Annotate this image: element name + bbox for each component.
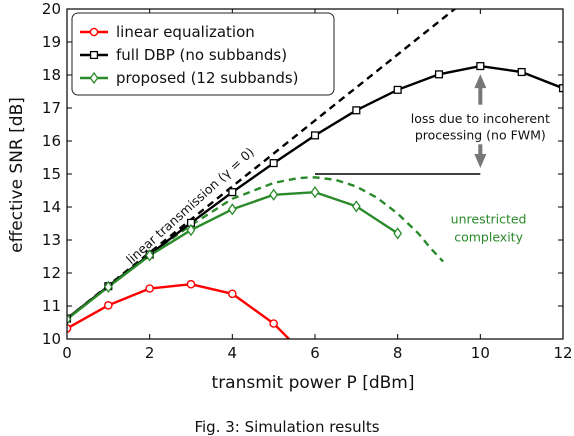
axes-layer: 0 2 4 6 8 10 12 10 11 12 13 14 15 16 17 18 19 20 bbox=[42, 0, 573, 362]
x-tick-label-4: 4 bbox=[228, 344, 238, 362]
figure-caption: Fig. 3: Simulation results bbox=[194, 418, 380, 436]
x-tick-label-2: 2 bbox=[145, 344, 155, 362]
y-tick-label-20: 20 bbox=[42, 0, 61, 18]
loss-annotation-bg bbox=[414, 109, 547, 145]
legend-marker-0 bbox=[89, 27, 99, 37]
series-line-0 bbox=[67, 282, 291, 339]
legend-label-proposed: proposed (12 subbands) bbox=[116, 69, 299, 87]
data-point-series-1-11 bbox=[517, 67, 526, 77]
data-point-series-1-7 bbox=[352, 106, 361, 115]
data-point-series-2-3 bbox=[186, 223, 196, 237]
y-tick-label-16: 16 bbox=[42, 132, 61, 150]
data-point-series-2-1 bbox=[103, 280, 113, 293]
y-tick-label-14: 14 bbox=[42, 198, 61, 216]
annotation-loss-line-1: loss due to incoherent bbox=[411, 111, 550, 126]
annotation-linear-transmission: linear transmission (γ = 0) bbox=[123, 144, 257, 267]
data-point-series-0-3 bbox=[186, 279, 196, 289]
data-point-series-2-7 bbox=[351, 200, 361, 213]
y-tick-label-19: 19 bbox=[42, 33, 61, 51]
data-point-series-0-4 bbox=[228, 289, 237, 299]
data-point-series-2-0 bbox=[67, 313, 72, 326]
legend-label-linear-equalization: linear equalization bbox=[116, 23, 255, 41]
data-point-series-0-1 bbox=[104, 301, 113, 310]
y-tick-label-18: 18 bbox=[42, 66, 61, 84]
data-point-series-1-4 bbox=[228, 188, 237, 197]
y-tick-label-13: 13 bbox=[42, 231, 61, 249]
markers-layer bbox=[67, 62, 563, 333]
y-tick-label-11: 11 bbox=[42, 297, 61, 315]
data-point-series-0-2 bbox=[145, 284, 154, 293]
data-point-series-1-6 bbox=[310, 131, 320, 140]
annotation-unrestricted-line-1: unrestricted bbox=[451, 212, 527, 227]
x-tick-label-10: 10 bbox=[471, 344, 490, 362]
data-point-series-1-8 bbox=[393, 85, 402, 94]
legend: linear equalization full DBP (no subband… bbox=[71, 12, 335, 96]
data-point-series-2-2 bbox=[145, 249, 155, 262]
data-point-series-1-9 bbox=[434, 70, 444, 79]
y-axis-label: effective SNR [dB] bbox=[7, 97, 27, 253]
annotation-loss-line-2: processing (no FWM) bbox=[415, 127, 546, 142]
legend-box bbox=[71, 12, 335, 96]
x-tick-label-12: 12 bbox=[553, 344, 572, 362]
data-point-series-2-5 bbox=[269, 188, 279, 201]
annotation-unrestricted-line-2: complexity bbox=[454, 230, 523, 245]
x-tick-label-8: 8 bbox=[393, 344, 403, 362]
annotations-layer: linear transmission (γ = 0) loss due to … bbox=[123, 109, 550, 267]
x-tick-label-6: 6 bbox=[310, 344, 320, 362]
x-tick-label-0: 0 bbox=[62, 344, 72, 362]
legend-marker-1 bbox=[89, 50, 99, 60]
loss-arrow-down-head bbox=[474, 154, 487, 168]
data-point-series-2-4 bbox=[227, 203, 237, 216]
y-tick-label-17: 17 bbox=[42, 99, 61, 117]
data-point-series-1-10 bbox=[476, 62, 485, 71]
y-tick-label-10: 10 bbox=[42, 330, 61, 348]
x-axis-label: transmit power P [dBm] bbox=[212, 373, 415, 393]
y-tick-label-12: 12 bbox=[42, 264, 61, 282]
data-point-series-2-6 bbox=[310, 186, 320, 199]
dashed-curve-unrestricted-complexity bbox=[67, 176, 444, 320]
legend-marker-2 bbox=[89, 71, 99, 85]
legend-label-full-dbp: full DBP (no subbands) bbox=[116, 46, 287, 64]
data-point-series-0-5 bbox=[269, 319, 278, 328]
data-point-series-1-5 bbox=[269, 159, 278, 168]
data-point-series-2-8 bbox=[393, 227, 403, 240]
y-tick-label-15: 15 bbox=[42, 165, 61, 183]
loss-arrow-up-head bbox=[474, 74, 487, 89]
